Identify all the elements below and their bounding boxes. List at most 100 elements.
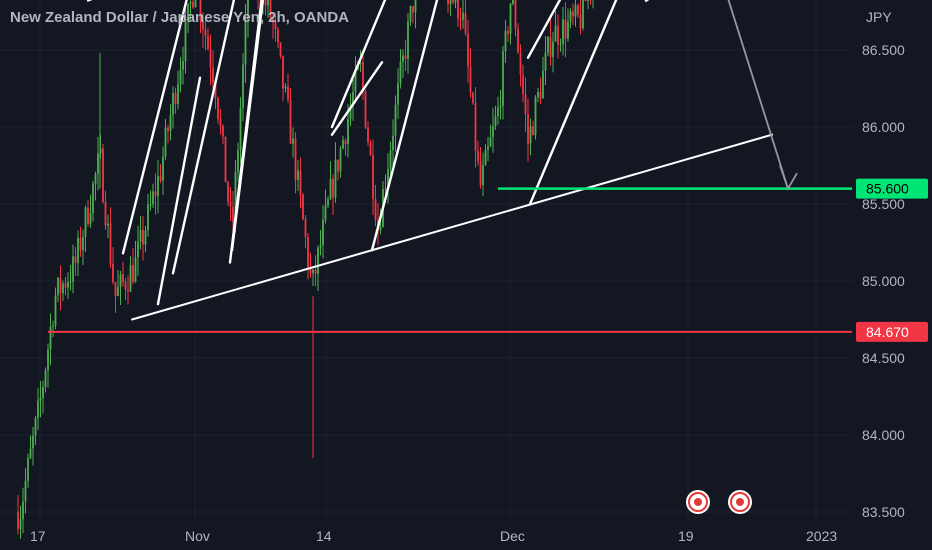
candle-body — [574, 5, 577, 17]
candle-body — [372, 154, 374, 200]
candle-body — [177, 84, 179, 105]
candle-body — [179, 69, 182, 85]
candle-body — [144, 230, 147, 245]
candle-body — [109, 223, 112, 264]
x-axis[interactable]: 17 Nov 14 Dec 19 2023 — [30, 528, 837, 544]
candle-body — [102, 148, 104, 203]
candle-body — [267, 0, 269, 6]
candle-body — [524, 94, 527, 115]
candle-body — [379, 227, 382, 231]
candle-body — [87, 207, 89, 224]
candle-body — [289, 99, 292, 144]
candle-body — [244, 19, 247, 65]
candle-body — [162, 156, 164, 181]
candle-body — [324, 205, 327, 220]
candle-body — [29, 448, 32, 459]
candle-body — [304, 219, 307, 238]
candle-body — [329, 178, 332, 200]
candle-body — [507, 30, 509, 34]
swing-trendline — [644, 0, 650, 2]
candle-body — [527, 114, 529, 144]
price-tag-support — [856, 321, 928, 342]
candle-body — [132, 265, 134, 282]
candle-body — [567, 21, 569, 39]
swing-trendline — [330, 61, 384, 136]
candle-body — [452, 0, 454, 3]
candle-body — [509, 3, 512, 34]
candle-body — [464, 12, 467, 34]
swing-trendline — [526, 0, 562, 59]
price-tag-value: 84.670 — [866, 324, 909, 340]
candle-body — [49, 326, 52, 350]
candle-body — [467, 33, 469, 67]
candle-body — [299, 170, 302, 195]
candle-body — [564, 19, 567, 39]
candle-body — [472, 92, 474, 103]
candle-body — [124, 281, 127, 290]
swing-trendline — [330, 0, 387, 129]
y-tick-label: 86.000 — [862, 119, 905, 135]
candle-body — [287, 86, 289, 100]
candle-body — [557, 25, 559, 45]
candle-body — [74, 256, 77, 263]
candle-body — [399, 61, 402, 84]
candle-body — [189, 2, 192, 4]
candle-body — [169, 114, 172, 132]
event-icon-ring — [688, 492, 708, 512]
candle-body — [312, 269, 314, 274]
candle-body — [57, 277, 59, 296]
candle-body — [512, 0, 514, 4]
candle-body — [364, 90, 367, 128]
candle-body — [64, 283, 67, 288]
candle-body — [269, 0, 272, 18]
candle-body — [202, 20, 204, 30]
candle-body — [172, 92, 174, 115]
candle-body — [577, 5, 579, 15]
candle-body — [222, 125, 224, 137]
candle-body — [447, 0, 449, 5]
candle-body — [37, 400, 39, 419]
candle-body — [554, 25, 557, 42]
channel-lower-line — [131, 133, 773, 321]
forecast-arrowhead — [779, 165, 798, 191]
candle-body — [167, 127, 169, 132]
candle-body — [234, 172, 237, 222]
event-icon-ring — [730, 492, 750, 512]
candle-body — [407, 21, 409, 59]
candle-body — [199, 0, 202, 21]
candle-body — [537, 91, 539, 98]
x-tick-label: 14 — [316, 528, 332, 544]
candle-body — [579, 14, 582, 29]
candle-body — [347, 118, 349, 145]
candle-body — [174, 92, 177, 105]
candle-body — [562, 19, 564, 44]
candle-body — [284, 86, 287, 89]
candle-body — [194, 0, 197, 8]
candle-body — [212, 67, 214, 83]
candle-body — [92, 183, 94, 214]
candle-body — [384, 188, 387, 190]
candle-body — [104, 202, 107, 226]
candle-body — [192, 2, 194, 8]
swing-trendline — [528, 0, 618, 206]
candle-body — [79, 237, 82, 251]
candle-body — [82, 236, 84, 251]
forecast-arrow — [727, 0, 789, 189]
candle-body — [44, 370, 47, 387]
candle-body — [42, 386, 44, 398]
candle-body — [32, 435, 34, 449]
y-axis[interactable]: 83.500 84.000 84.500 85.000 85.500 86.000 86.5… — [862, 0, 905, 520]
candle-body — [342, 140, 344, 149]
candle-body — [24, 480, 27, 502]
candle-body — [84, 207, 87, 237]
candle-body — [207, 35, 209, 50]
x-tick-label: Nov — [185, 528, 210, 544]
candle-body — [462, 12, 464, 20]
candle-body — [529, 126, 532, 144]
candle-body — [477, 150, 479, 162]
candle-body — [504, 30, 507, 52]
candle-body — [322, 219, 324, 246]
candle-body — [367, 127, 369, 143]
candle-body — [362, 62, 364, 91]
